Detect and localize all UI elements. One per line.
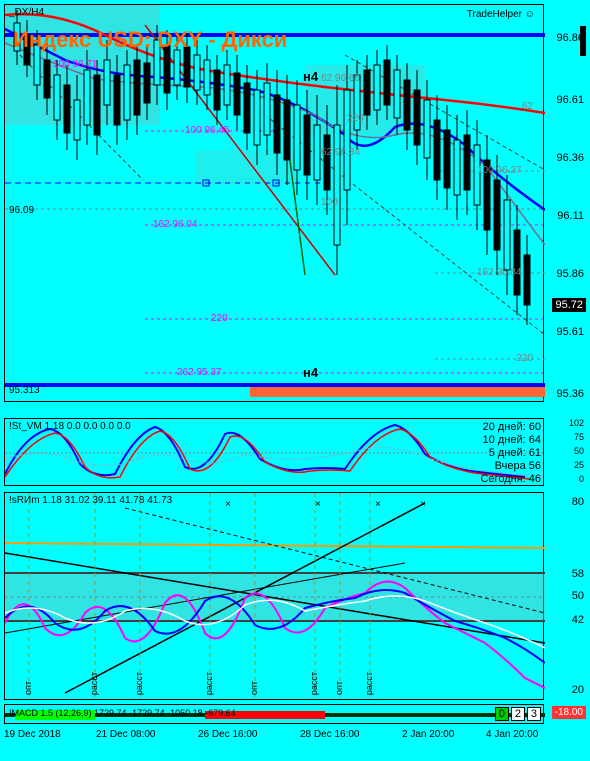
ytick: 25 [574,460,584,470]
marker: расст [364,672,374,695]
stat-today: Сегодня: 46 [480,473,541,486]
price-yaxis: 96.86 96.61 96.36 96.11 95.86 95.61 95.3… [544,4,586,402]
stat-10d: 10 дней: 64 [480,434,541,447]
fib-62: 62 [522,101,533,112]
fib-100-1: 100 96.71 [53,59,98,70]
ytick: 80 [572,496,584,508]
stat-20d: 20 дней: 60 [480,421,541,434]
stochastic-panel[interactable]: !St_VM 1.18 0.0 0.0 0.0 0.0 20 дней: 60 … [4,418,544,486]
ytick: 50 [572,590,584,602]
fib-100-4: 100 96.27 [477,165,522,176]
badge-3: 3 [527,707,541,721]
ytick: 102 [569,418,584,428]
fib-100-2: 100 96.45 [185,125,230,136]
fib-162-1: 162 96.04 [153,219,198,230]
macd-panel[interactable]: !MACD 1.5 (12,26,9) 1729.74 -1729.74 -10… [4,704,544,724]
svg-text:×: × [375,499,381,510]
left-price: 96.09 [9,205,34,216]
indicator1-name: !St_VM 1.18 0.0 0.0 0.0 0.0 [9,421,131,432]
fib-162-2: 162 95.84 [477,267,522,278]
marker: расст [204,672,214,695]
xtick: 28 Dec 16:00 [300,729,360,740]
price-chart-panel[interactable]: _DX/H4 Индекс USD: DXY - Дикси TradeHelp… [4,4,544,402]
xtick: 26 Dec 16:00 [198,729,258,740]
fib-220-2: 220 [347,113,364,124]
xtick: 4 Jan 20:00 [486,729,538,740]
ytick: 20 [572,684,584,696]
fib-220-3: 220 [516,353,533,364]
marker-opt: опт [23,681,33,695]
ytick: 50 [574,446,584,456]
marker: расст [309,672,319,695]
stat-yesterday: Вчера 56 [480,460,541,473]
svg-text:×: × [315,499,321,510]
xtick: 21 Dec 08:00 [96,729,156,740]
ytick: 75 [574,432,584,442]
h4-top: н4 [303,69,318,84]
rsi-panel[interactable]: ×××× !sRИm 1.18 31.02 39.11 41.78 41.73 … [4,492,544,700]
macd-value: -18.00 [552,706,586,719]
svg-text:×: × [420,499,426,510]
fib-62-2: 62 96.66 [321,73,360,84]
ytick: 58 [572,568,584,580]
bottom-left-price: 95.313 [9,385,40,396]
indicator3-name: !MACD 1.5 (12,26,9) 1729.74 -1729.74 -10… [9,708,236,718]
watermark: TradeHelper ☺ [467,9,535,20]
xtick: 2 Jan 20:00 [402,729,454,740]
badge-0: 0 [495,707,509,721]
stats-box: 20 дней: 60 10 дней: 64 5 дней: 61 Вчера… [480,421,541,486]
time-xaxis: 19 Dec 2018 21 Dec 08:00 26 Dec 16:00 28… [4,729,544,745]
xtick: 19 Dec 2018 [4,729,61,740]
indicator1-yaxis: 102 75 50 25 0 [544,418,586,486]
marker: расст [134,672,144,695]
badge-2: 2 [511,707,525,721]
ytick: 0 [579,474,584,484]
rsi-svg: × × × × [5,493,545,701]
marker: опт [334,681,344,695]
marker: опт [249,681,259,695]
indicator2-name: !sRИm 1.18 31.02 39.11 41.78 41.73 [9,495,172,506]
fib-62-3: 62 96.34 [321,147,360,158]
price-scrollbar[interactable] [580,6,586,396]
h4-bottom: н4 [303,365,318,380]
fib-262: 262 95.37 [177,367,222,378]
stat-5d: 5 дней: 61 [480,447,541,460]
marker: расст [89,672,99,695]
ytick: 42 [572,614,584,626]
indicator2-yaxis: 80 58 50 42 20 [544,492,586,700]
symbol-label: _DX/H4 [9,7,44,18]
fib-100-3: 100 [321,197,338,208]
fib-220-1: 220 [211,313,228,324]
svg-text:×: × [225,499,231,510]
